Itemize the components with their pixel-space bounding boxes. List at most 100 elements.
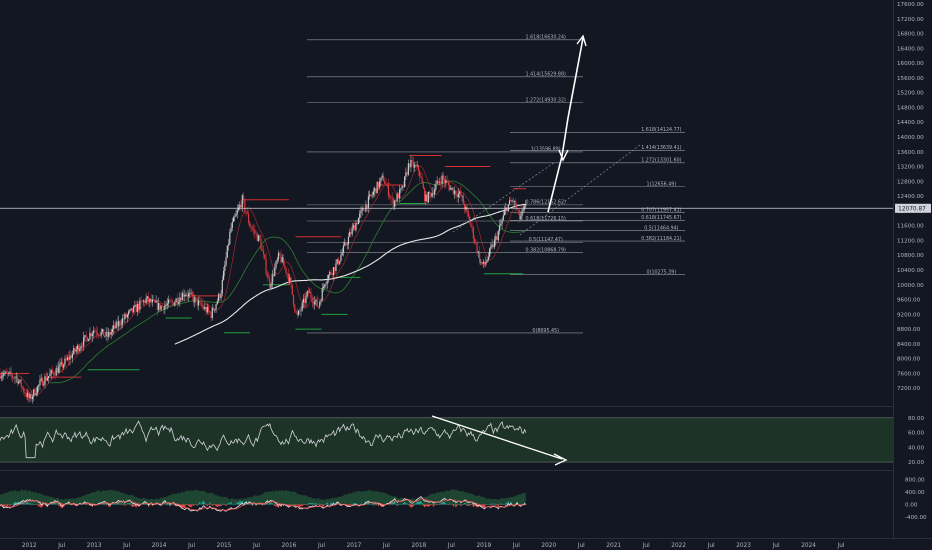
macd-histogram-bar <box>236 502 238 505</box>
price-axis-tick: 12800.00 <box>897 179 924 185</box>
candle-body <box>65 358 67 360</box>
candle-body <box>192 296 195 303</box>
candle-body <box>406 172 408 175</box>
candle-body <box>277 252 280 260</box>
macd-histogram-bar <box>426 504 428 507</box>
candle-body <box>16 376 19 384</box>
candle-body <box>96 332 99 335</box>
candle-body <box>115 321 117 329</box>
candle-body <box>492 244 494 248</box>
candle-body <box>399 189 401 199</box>
candle-body <box>194 297 196 303</box>
candle-body <box>431 192 433 197</box>
macd-histogram-bar <box>379 504 381 506</box>
macd-histogram-bar <box>11 504 14 505</box>
candle-body <box>101 329 104 332</box>
macd-histogram-bar <box>455 504 457 508</box>
candle-body <box>511 200 513 202</box>
macd-histogram-bar <box>434 504 436 506</box>
price-axis-tick: 16800.00 <box>897 32 924 38</box>
candle-body <box>224 265 226 271</box>
candle-body <box>461 195 463 197</box>
candle-body <box>280 254 282 263</box>
macd-histogram-bar <box>299 504 301 508</box>
price-axis-tick: 7200.00 <box>897 386 921 392</box>
candle-body <box>8 372 10 374</box>
macd-histogram-bar <box>110 504 112 505</box>
macd-axis-tick: 0.00 <box>905 503 918 509</box>
candle-body <box>0 373 1 379</box>
candle-body <box>400 188 402 190</box>
projection-path <box>547 37 584 213</box>
macd-histogram-bar <box>498 503 501 505</box>
candle-body <box>184 294 186 297</box>
price-axis-tick: 9600.00 <box>897 298 921 304</box>
macd-histogram-bar <box>421 503 423 505</box>
macd-histogram-bar <box>376 504 378 505</box>
macd-histogram-bar <box>187 504 190 507</box>
macd-histogram-bar <box>120 503 122 505</box>
macd-histogram-bar <box>221 503 223 505</box>
macd-histogram-bar <box>13 502 15 505</box>
macd-histogram-bar <box>56 503 59 505</box>
candle-body <box>84 335 86 338</box>
macd-histogram-bar <box>5 504 7 506</box>
macd-histogram-bar <box>33 504 35 505</box>
candle-body <box>295 311 297 313</box>
candle-body <box>379 181 381 188</box>
candle-body <box>517 209 519 211</box>
macd-histogram-bar <box>267 504 270 505</box>
macd-histogram-bar <box>429 504 431 507</box>
candle-body <box>287 274 290 281</box>
rsi-pane[interactable] <box>0 415 893 466</box>
macd-histogram-bar <box>377 504 380 506</box>
macd-histogram-bar <box>369 503 371 505</box>
candle-body <box>317 306 320 308</box>
candle-body <box>480 261 482 263</box>
fib-level-label: 0.382(11184.21) <box>641 236 681 242</box>
candle-body <box>441 175 443 184</box>
macd-histogram-bar <box>74 504 76 506</box>
macd-histogram-bar <box>36 504 39 505</box>
candle-body <box>367 196 370 208</box>
price-pane[interactable]: 1.618(16630.24) 1.414(15629.88) 1.272(1493… <box>0 34 893 404</box>
candle-body <box>134 304 136 307</box>
time-axis-tick: 2021 <box>606 543 621 549</box>
candle-body <box>359 213 361 219</box>
candle-body <box>364 210 366 212</box>
macd-histogram-bar <box>449 503 451 505</box>
macd-histogram-bar <box>272 503 275 505</box>
price-axis[interactable]: 7200.00 7600.00 8000.00 8400.00 8800.00 9200.… <box>893 0 932 538</box>
candle-body <box>289 277 291 281</box>
candle-body <box>33 389 35 397</box>
time-axis[interactable]: 2012 Jul 2013 Jul 2014 Jul 2015 Jul 2016 Jul 2017 J… <box>0 538 932 550</box>
macd-histogram-bar <box>145 503 147 505</box>
macd-histogram-bar <box>115 503 117 505</box>
candle-body <box>385 183 387 185</box>
macd-pane[interactable] <box>0 489 527 512</box>
candle-body <box>290 277 292 285</box>
macd-histogram-bar <box>351 503 353 505</box>
candle-body <box>73 348 75 354</box>
rsi-divergence-arrowhead <box>553 453 568 466</box>
macd-histogram-bar <box>435 504 437 505</box>
macd-histogram-bar <box>406 503 408 505</box>
macd-histogram-bar <box>53 503 55 505</box>
candle-body <box>9 371 11 373</box>
rsi-axis-tick: 20.00 <box>908 460 924 466</box>
candle-body <box>120 324 122 326</box>
time-axis-tick: Jul <box>707 543 715 549</box>
candle-body <box>145 298 147 304</box>
macd-histogram-bar <box>505 503 507 505</box>
macd-histogram-bar <box>432 504 434 507</box>
candle-body <box>79 348 81 352</box>
candle-body <box>327 275 330 281</box>
candle-body <box>455 190 457 195</box>
candle-body <box>180 297 182 301</box>
candle-body <box>179 297 181 303</box>
candle-body <box>404 176 406 188</box>
candle-body <box>38 384 40 387</box>
moving-average-line <box>12 165 526 396</box>
macd-histogram-bar <box>151 504 153 506</box>
